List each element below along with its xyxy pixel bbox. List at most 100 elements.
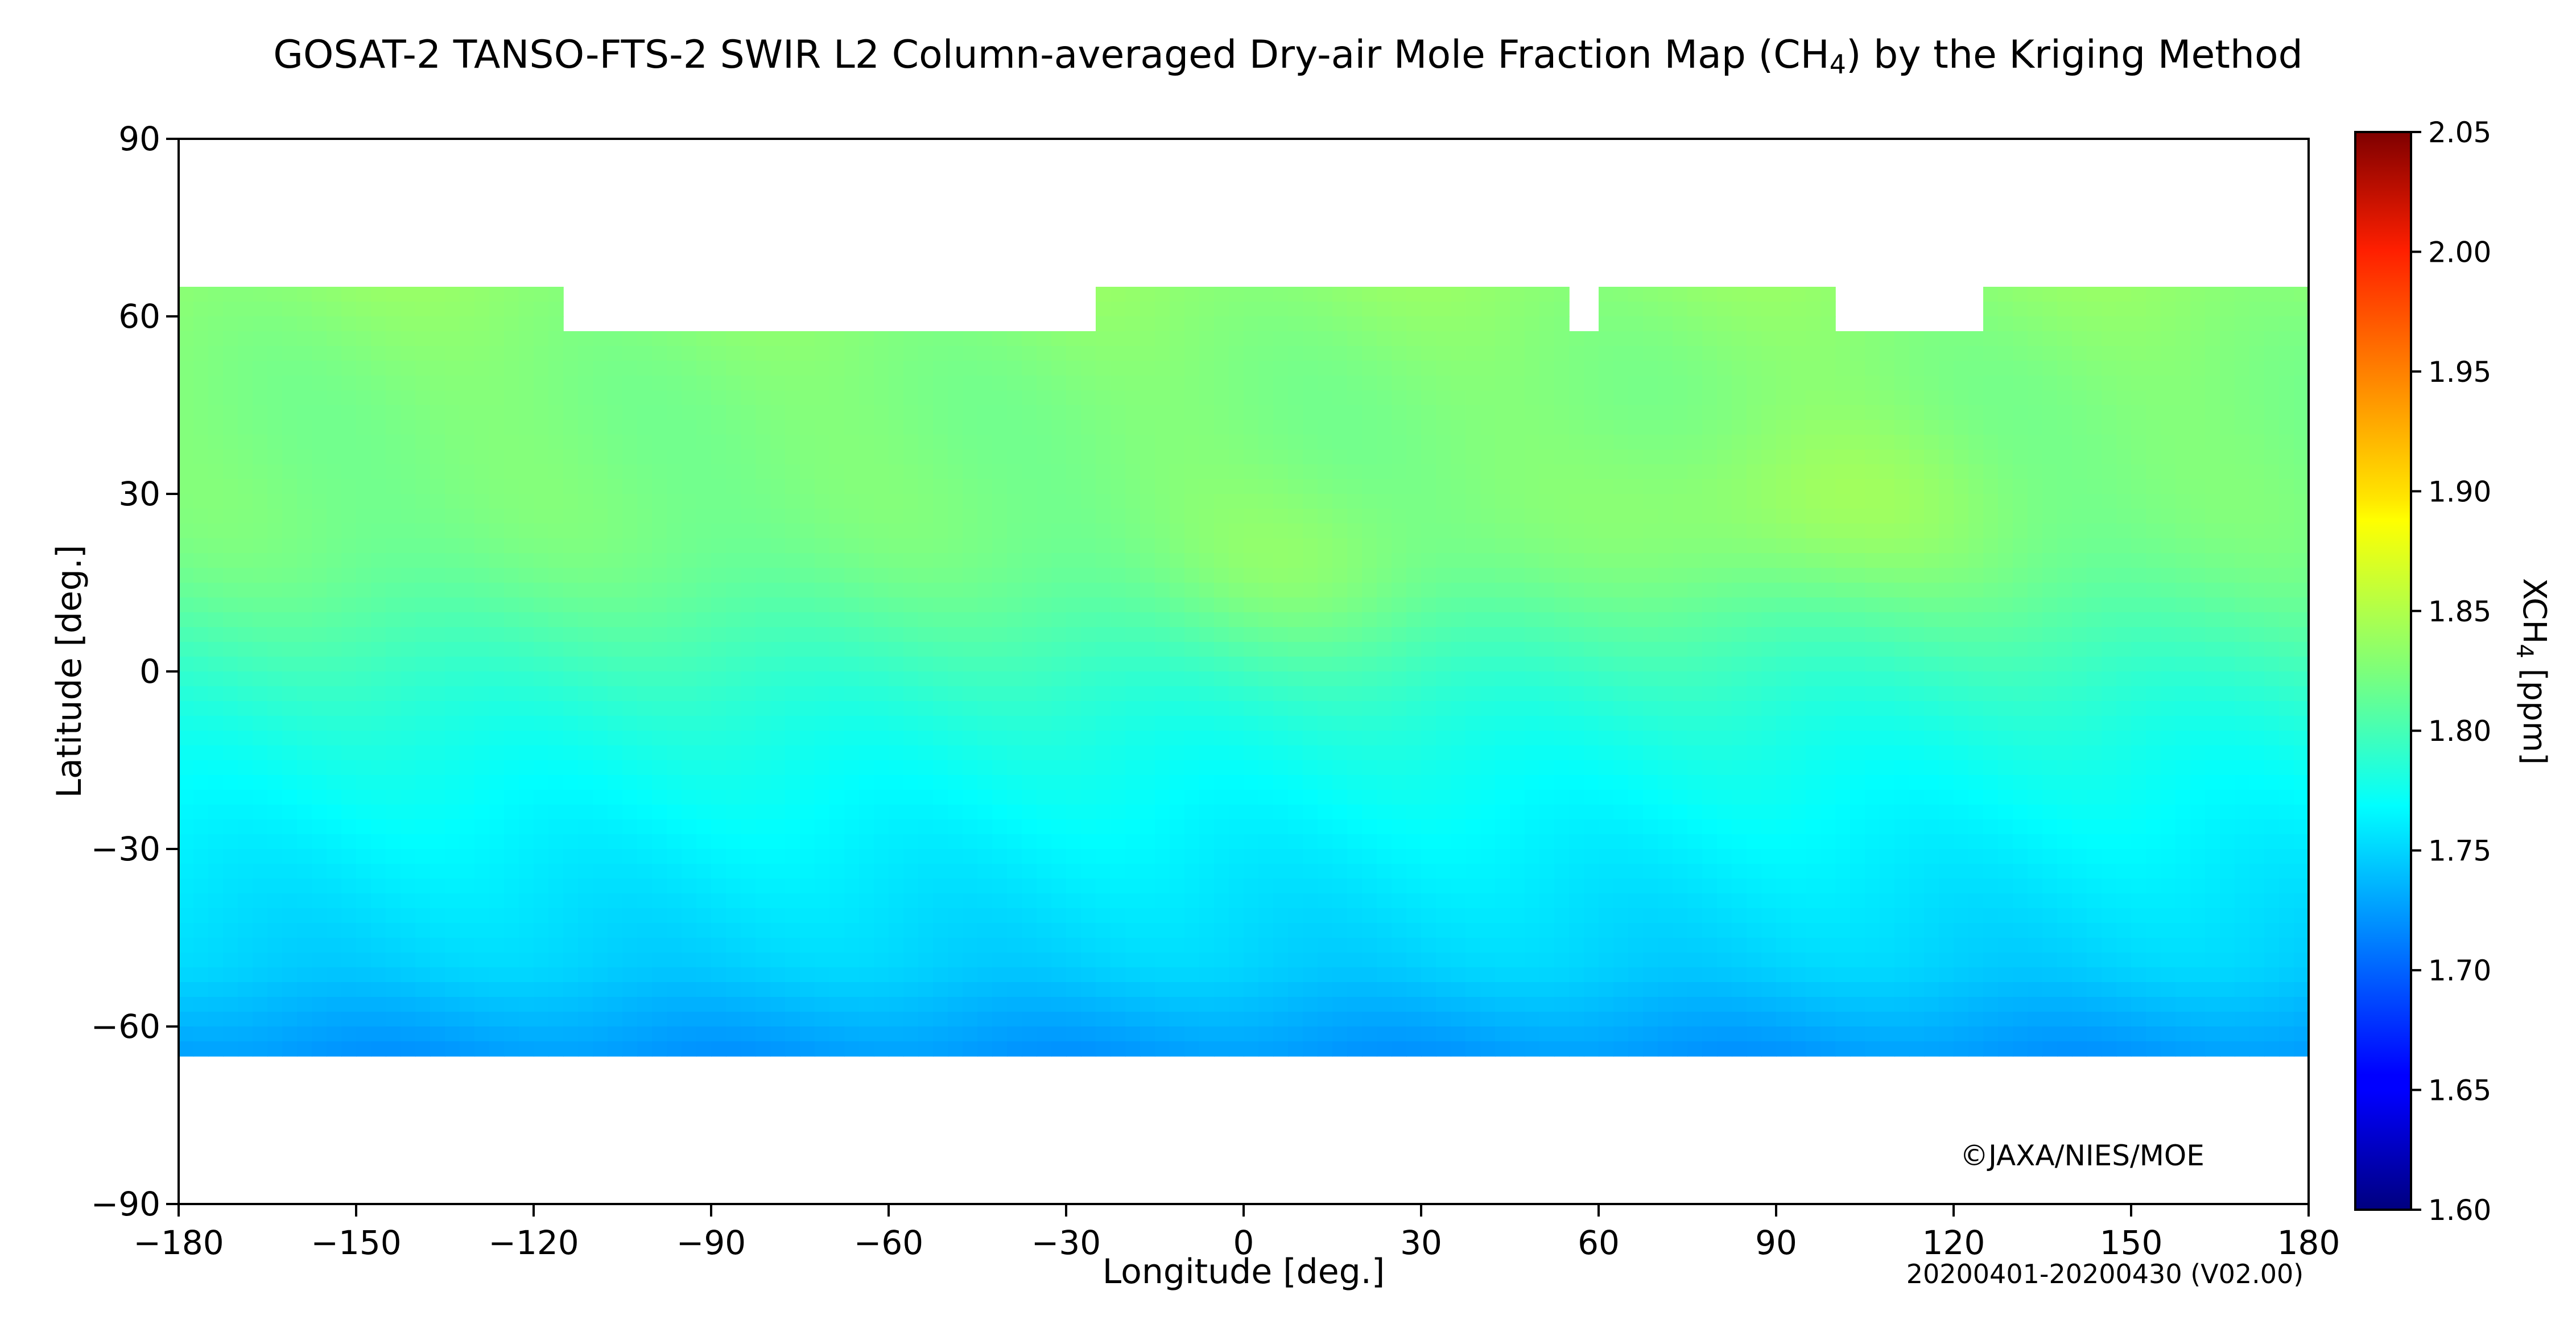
data-cell	[341, 805, 357, 820]
data-cell	[2294, 420, 2309, 435]
data-cell	[1406, 686, 1422, 702]
data-cell	[1258, 583, 1274, 598]
data-cell	[2161, 390, 2176, 406]
data-cell	[2249, 538, 2265, 554]
data-cell	[977, 420, 993, 435]
data-cell	[282, 805, 298, 820]
data-cell	[711, 331, 726, 347]
data-cell	[519, 745, 534, 761]
data-cell	[2175, 612, 2191, 628]
data-cell	[1539, 805, 1555, 820]
data-cell	[1924, 731, 1939, 746]
data-cell	[1244, 316, 1259, 332]
data-cell	[474, 405, 490, 420]
data-cell	[1111, 287, 1126, 302]
data-cell	[1184, 376, 1200, 391]
data-cell	[1037, 464, 1052, 480]
data-cell	[1362, 627, 1377, 642]
data-cell	[430, 805, 445, 820]
data-cell	[933, 509, 948, 524]
data-cell	[1184, 775, 1200, 790]
data-cell	[2116, 479, 2132, 494]
data-cell	[1436, 805, 1451, 820]
data-cell	[2102, 464, 2117, 480]
data-cell	[2161, 435, 2176, 450]
data-cell	[356, 494, 371, 509]
data-cell	[2072, 642, 2087, 657]
data-cell	[1051, 701, 1067, 716]
data-cell	[519, 568, 534, 583]
data-cell	[474, 583, 490, 598]
data-cell	[918, 464, 934, 480]
data-cell	[282, 745, 298, 761]
data-cell	[238, 479, 253, 494]
data-cell	[371, 642, 386, 657]
data-cell	[2175, 376, 2191, 391]
data-cell	[829, 464, 845, 480]
data-cell	[1539, 701, 1555, 716]
data-cell	[2294, 287, 2309, 302]
data-cell	[2264, 716, 2280, 731]
data-cell	[1406, 346, 1422, 361]
data-cell	[829, 790, 845, 805]
data-cell	[2013, 405, 2028, 420]
data-cell	[2042, 686, 2058, 702]
data-cell	[1480, 435, 1496, 450]
data-cell	[193, 716, 209, 731]
data-cell	[1539, 390, 1555, 406]
data-cell	[1480, 376, 1496, 391]
data-cell	[430, 331, 445, 347]
data-cell	[2220, 509, 2235, 524]
data-cell	[460, 642, 475, 657]
data-cell	[889, 553, 904, 568]
data-cell	[2057, 790, 2073, 805]
data-cell	[2042, 523, 2058, 539]
data-cell	[1747, 420, 1762, 435]
data-cell	[1865, 642, 1880, 657]
data-cell	[1539, 494, 1555, 509]
data-cell	[815, 657, 830, 672]
data-cell	[1022, 805, 1037, 820]
data-cell	[2087, 509, 2102, 524]
data-cell	[2205, 745, 2220, 761]
data-cell	[2264, 760, 2280, 776]
data-cell	[1465, 745, 1481, 761]
data-cell	[1673, 760, 1688, 776]
data-cell	[889, 435, 904, 450]
data-cell	[1909, 553, 1925, 568]
data-cell	[2220, 553, 2235, 568]
data-cell	[667, 642, 682, 657]
data-cell	[489, 405, 505, 420]
data-cell	[1332, 390, 1348, 406]
data-cell	[1022, 686, 1037, 702]
data-cell	[785, 420, 800, 435]
data-cell	[859, 671, 874, 687]
data-cell	[2249, 745, 2265, 761]
data-cell	[267, 775, 283, 790]
data-cell	[1170, 745, 1185, 761]
data-cell	[386, 701, 401, 716]
data-cell	[1037, 790, 1052, 805]
data-cell	[2294, 361, 2309, 376]
data-cell	[1495, 494, 1510, 509]
data-cell	[2161, 760, 2176, 776]
data-cell	[1199, 716, 1215, 731]
data-cell	[1332, 494, 1348, 509]
data-cell	[1288, 509, 1303, 524]
data-cell	[489, 316, 505, 332]
data-cell	[1954, 731, 1969, 746]
data-cell	[2072, 435, 2087, 450]
data-cell	[1081, 553, 1096, 568]
data-cell	[1554, 642, 1570, 657]
data-cell	[2175, 671, 2191, 687]
data-cell	[2235, 405, 2250, 420]
data-cell	[2161, 450, 2176, 465]
data-cell	[253, 420, 268, 435]
data-cell	[1288, 479, 1303, 494]
data-cell	[874, 494, 889, 509]
data-cell	[563, 805, 579, 820]
data-cell	[963, 671, 978, 687]
data-cell	[1125, 435, 1141, 450]
data-cell	[1880, 390, 1895, 406]
data-cell	[1599, 553, 1614, 568]
